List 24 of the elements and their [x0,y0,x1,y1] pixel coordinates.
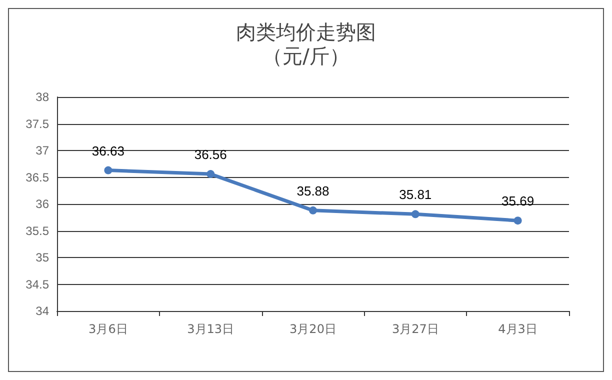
x-tick-label: 4月3日 [498,322,538,336]
x-tick-label: 3月27日 [392,322,439,336]
y-tick-label: 34.5 [26,277,50,292]
x-tick-label: 3月13日 [187,322,234,336]
y-tick-label: 34 [36,304,50,318]
point [206,170,215,178]
chart-subtitle: （元/斤） [262,44,350,68]
data-label: 36.56 [194,147,227,162]
y-tick-label: 36 [36,197,50,211]
point [309,206,317,214]
x-tick-label: 3月6日 [88,322,128,336]
y-tick-label: 35.5 [26,224,50,238]
y-tick-label: 36.5 [26,170,50,184]
y-tick-label: 35 [36,250,50,264]
y-tick-label: 37 [36,144,50,158]
y-tick-label: 38 [36,90,50,104]
data-label: 35.88 [296,183,330,198]
point [411,210,420,218]
y-tick-label: 37.5 [26,116,50,131]
point [104,166,112,174]
data-label: 35.81 [399,187,432,202]
chart-title: 肉类均价走势图 [236,20,376,44]
point [514,216,522,225]
x-tick-label: 3月20日 [290,322,336,336]
